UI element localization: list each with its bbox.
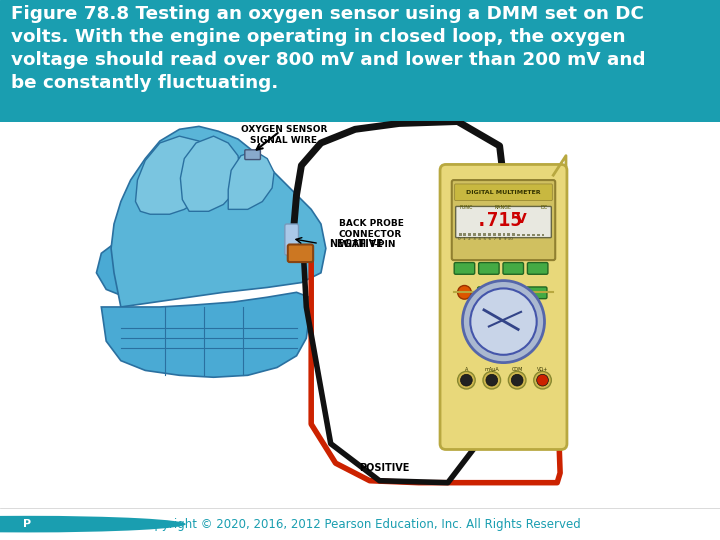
Bar [478,233,481,235]
FancyBboxPatch shape [245,150,261,159]
Circle shape [511,374,523,386]
Text: FUNC: FUNC [459,205,473,210]
FancyBboxPatch shape [528,262,548,274]
Bar [508,233,510,235]
Circle shape [458,286,472,299]
FancyBboxPatch shape [288,249,297,261]
FancyBboxPatch shape [479,262,499,274]
Bar [513,233,516,235]
Text: VΩ+: VΩ+ [537,367,548,372]
FancyBboxPatch shape [455,184,552,200]
FancyBboxPatch shape [454,262,474,274]
Polygon shape [228,151,274,210]
Bar [498,233,500,235]
Bar [536,234,539,235]
Text: A: A [464,367,468,372]
Bar [541,234,544,235]
Text: OXYGEN SENSOR
SIGNAL WIRE: OXYGEN SENSOR SIGNAL WIRE [240,125,327,145]
Bar [492,233,495,235]
Bar [464,233,467,235]
Polygon shape [102,292,310,377]
Text: .715: .715 [476,211,523,229]
Text: COM: COM [511,367,523,372]
FancyBboxPatch shape [477,287,498,299]
Text: NEGATIVE: NEGATIVE [329,239,382,248]
FancyBboxPatch shape [440,165,567,449]
Text: Copyright © 2020, 2016, 2012 Pearson Education, Inc. All Rights Reserved: Copyright © 2020, 2016, 2012 Pearson Edu… [139,518,581,531]
Circle shape [0,516,186,532]
FancyBboxPatch shape [451,180,555,260]
Text: P: P [23,519,32,529]
Circle shape [462,281,544,363]
Bar [503,233,505,235]
Circle shape [483,372,500,389]
Text: BACK PROBE
CONNECTOR
WITH T-PIN: BACK PROBE CONNECTOR WITH T-PIN [338,219,403,249]
FancyBboxPatch shape [456,206,552,238]
FancyBboxPatch shape [503,262,523,274]
Text: 0  1  2  3  4  5  6  7  8  9 10: 0 1 2 3 4 5 6 7 8 9 10 [458,237,513,241]
Text: Figure 78.8 Testing an oxygen sensor using a DMM set on DC
volts. With the engin: Figure 78.8 Testing an oxygen sensor usi… [11,5,645,92]
Text: V: V [516,212,526,226]
Circle shape [470,288,536,355]
Bar [483,233,486,235]
Bar [527,234,530,235]
Polygon shape [181,136,241,211]
Bar [459,233,462,235]
Polygon shape [96,214,311,297]
FancyBboxPatch shape [502,287,523,299]
Circle shape [461,374,472,386]
Circle shape [508,372,526,389]
Text: POSITIVE: POSITIVE [359,463,410,473]
Bar [517,234,520,235]
Bar [522,234,525,235]
Text: RANGE: RANGE [495,205,512,210]
Bar [473,233,476,235]
Bar [468,233,472,235]
Text: Pearson: Pearson [54,518,101,531]
Bar [488,233,491,235]
FancyBboxPatch shape [526,287,547,299]
Circle shape [534,372,552,389]
Text: DC: DC [540,205,547,210]
Text: DIGITAL MULTIMETER: DIGITAL MULTIMETER [466,190,541,195]
Bar [532,234,535,235]
Circle shape [536,374,549,386]
FancyBboxPatch shape [285,224,299,255]
Circle shape [486,374,498,386]
FancyBboxPatch shape [288,245,313,262]
Polygon shape [111,126,326,307]
Text: mAμA: mAμA [485,367,499,372]
Circle shape [458,372,475,389]
Polygon shape [135,136,214,214]
